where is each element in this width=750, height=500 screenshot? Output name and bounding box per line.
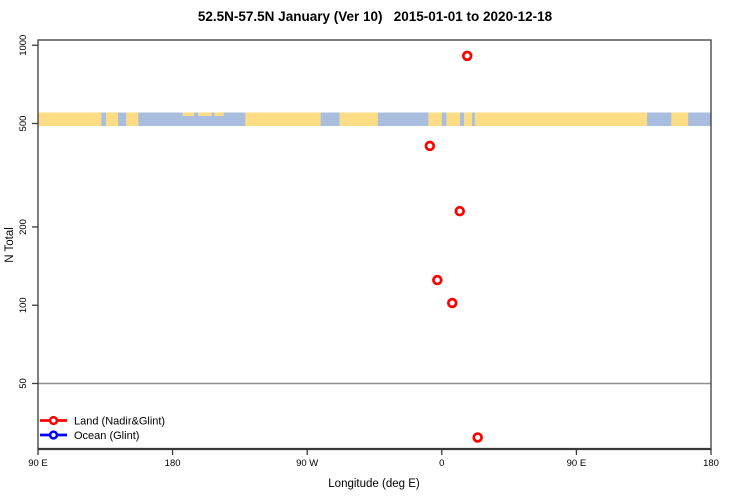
map-band-land-segment <box>446 112 460 126</box>
data-point <box>424 140 436 152</box>
map-band-land-segment <box>671 112 689 126</box>
data-point <box>432 274 443 286</box>
world-map-band <box>38 112 711 126</box>
data-point <box>454 205 465 217</box>
legend-label: Ocean (Glint) <box>74 430 139 442</box>
data-point <box>472 432 483 443</box>
map-band-land-segment <box>464 112 473 126</box>
plot-border <box>37 39 712 451</box>
y-tick-label: 100 <box>18 297 29 313</box>
plot-box <box>37 39 712 450</box>
map-band-land-segment <box>126 112 139 126</box>
map-band-land-speck <box>198 112 212 116</box>
x-tick-label: 0 <box>439 458 444 469</box>
legend-label: Land (Nadir&Glint) <box>74 415 165 427</box>
map-band-land-speck <box>214 112 224 116</box>
data-point <box>461 50 473 62</box>
legend-marker <box>48 415 59 426</box>
y-tick-label: 200 <box>18 219 29 235</box>
y-tick-label: 1000 <box>18 35 29 56</box>
x-axis-ticks: 90 E 180 90 W 0 90 E 180 <box>28 449 719 469</box>
map-band-land-segment <box>245 112 321 126</box>
legend-marker <box>48 430 59 440</box>
map-band-land-segment <box>428 112 442 126</box>
y-axis-label: N Total <box>4 227 16 263</box>
map-band-land-segment <box>339 112 378 126</box>
map-band-land-segment <box>38 112 102 126</box>
x-axis-label: Longitude (deg E) <box>328 478 420 490</box>
x-tick-label: 180 <box>165 458 181 469</box>
y-axis-ticks: 1000 500 200 100 50 <box>18 35 38 389</box>
x-tick-label: 90 E <box>28 458 48 469</box>
data-points <box>424 50 483 443</box>
data-point <box>447 297 458 309</box>
map-band-land-segment <box>105 112 119 126</box>
map-band-land-speck <box>182 112 195 116</box>
x-tick-label: 90 E <box>567 458 587 469</box>
x-tick-label: 180 <box>703 458 719 469</box>
x-tick-label: 90 W <box>296 458 318 469</box>
legend: Land (Nadir&Glint) Ocean (Glint) <box>40 415 165 442</box>
chart-title: 52.5N-57.5N January (Ver 10) 2015-01-01 … <box>197 9 553 24</box>
y-tick-label: 500 <box>18 116 29 132</box>
map-band-land-segment <box>474 112 648 126</box>
y-tick-label: 50 <box>18 378 29 389</box>
